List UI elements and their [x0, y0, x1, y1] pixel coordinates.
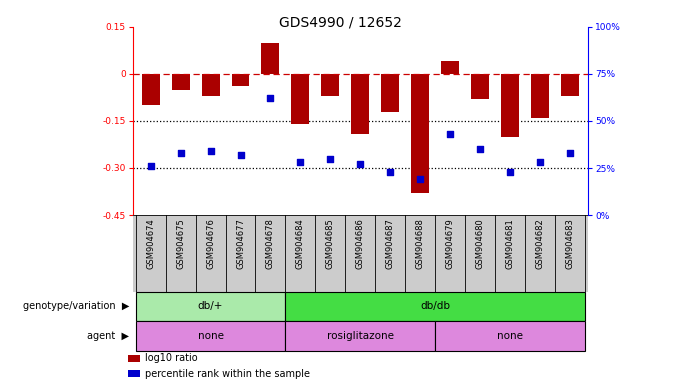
- Text: GSM904682: GSM904682: [536, 218, 545, 269]
- Text: log10 ratio: log10 ratio: [145, 353, 197, 363]
- Text: GSM904687: GSM904687: [386, 218, 395, 269]
- Bar: [435, 321, 585, 351]
- Point: [205, 148, 216, 154]
- Point: [445, 131, 456, 137]
- Bar: [141, 74, 160, 105]
- Point: [175, 150, 186, 156]
- Text: agent  ▶: agent ▶: [87, 331, 129, 341]
- Point: [534, 159, 545, 166]
- Text: GSM904676: GSM904676: [206, 218, 215, 269]
- Text: db/db: db/db: [420, 301, 450, 311]
- Point: [475, 146, 486, 152]
- Bar: [262, 43, 279, 74]
- Text: GSM904681: GSM904681: [506, 218, 515, 269]
- Bar: [286, 292, 585, 321]
- Bar: [286, 321, 435, 351]
- Bar: [501, 74, 520, 137]
- Bar: [352, 74, 369, 134]
- Text: GSM904688: GSM904688: [416, 218, 425, 269]
- Text: GDS4990 / 12652: GDS4990 / 12652: [279, 15, 401, 29]
- Bar: [292, 74, 309, 124]
- Text: GSM904680: GSM904680: [476, 218, 485, 269]
- Point: [385, 169, 396, 175]
- Bar: [441, 61, 459, 74]
- Bar: [129, 370, 140, 377]
- Point: [565, 150, 576, 156]
- Bar: [129, 355, 140, 362]
- Text: GSM904678: GSM904678: [266, 218, 275, 269]
- Bar: [381, 74, 399, 111]
- Bar: [561, 74, 579, 96]
- Text: GSM904684: GSM904684: [296, 218, 305, 269]
- Text: none: none: [197, 331, 224, 341]
- Text: GSM904683: GSM904683: [566, 218, 575, 269]
- Point: [295, 159, 306, 166]
- Text: GSM904686: GSM904686: [356, 218, 365, 269]
- Point: [235, 152, 246, 158]
- Text: GSM904685: GSM904685: [326, 218, 335, 269]
- Point: [325, 156, 336, 162]
- Point: [415, 176, 426, 182]
- Bar: [322, 74, 339, 96]
- Bar: [135, 321, 286, 351]
- Bar: [411, 74, 429, 193]
- Bar: [135, 292, 286, 321]
- Bar: [231, 74, 250, 86]
- Text: GSM904679: GSM904679: [446, 218, 455, 269]
- Bar: [531, 74, 549, 118]
- Point: [265, 95, 276, 101]
- Point: [355, 161, 366, 167]
- Bar: [471, 74, 490, 99]
- Text: GSM904675: GSM904675: [176, 218, 185, 269]
- Text: percentile rank within the sample: percentile rank within the sample: [145, 369, 310, 379]
- Text: GSM904674: GSM904674: [146, 218, 155, 269]
- Point: [505, 169, 515, 175]
- Point: [145, 163, 156, 169]
- Text: none: none: [497, 331, 524, 341]
- Text: db/+: db/+: [198, 301, 223, 311]
- Text: GSM904677: GSM904677: [236, 218, 245, 269]
- Bar: [201, 74, 220, 96]
- Text: genotype/variation  ▶: genotype/variation ▶: [23, 301, 129, 311]
- Bar: [171, 74, 190, 89]
- Text: rosiglitazone: rosiglitazone: [327, 331, 394, 341]
